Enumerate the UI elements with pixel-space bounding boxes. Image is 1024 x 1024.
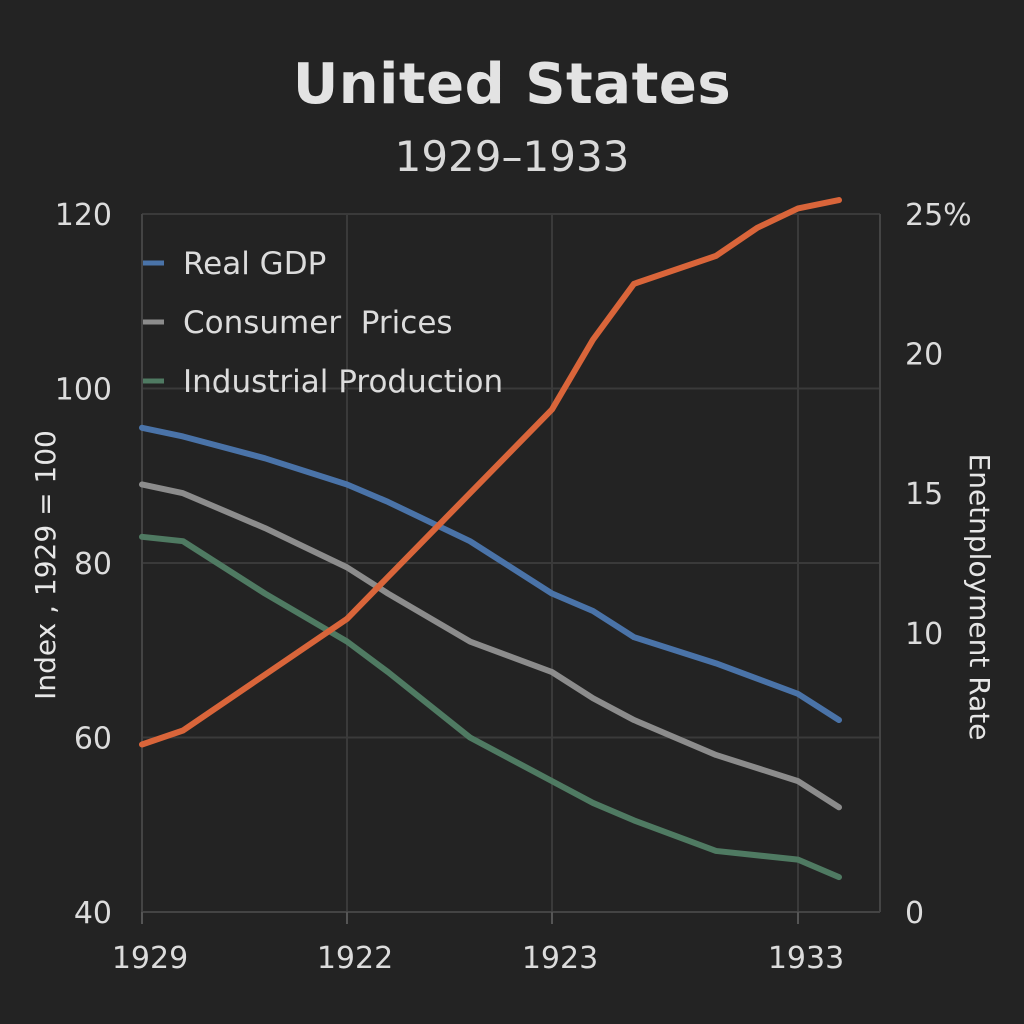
y-left-tick-label: 100 [55, 373, 112, 408]
legend-label: Real GDP [183, 246, 326, 282]
x-tick-label: 1922 [317, 941, 393, 976]
x-tick-label: 1933 [768, 941, 844, 976]
chart-title: United States [292, 52, 732, 117]
legend-label: Industrial Production [183, 364, 503, 400]
y-right-tick-label: 10 [905, 617, 943, 652]
series-line-real-gdp [139, 424, 842, 724]
legend: Real GDP Consumer Prices Industrial Produc… [143, 246, 503, 400]
series-lines [139, 197, 842, 881]
y-left-tick-label: 80 [74, 547, 112, 582]
y-right-tick-label: 20 [905, 338, 943, 373]
axes: 40 60 80 100 120 0 10 15 20 25% 1929 1922 1923 1933 [55, 198, 972, 976]
y-axis-left-title: Index , 1929 = 100 [29, 430, 62, 700]
legend-label: Consumer Prices [183, 305, 453, 341]
y-left-tick-label: 60 [74, 722, 112, 757]
series-line-unemployment-rate [139, 197, 842, 748]
chart-subtitle: 1929–1933 [394, 132, 630, 181]
y-left-tick-label: 120 [55, 198, 112, 233]
grid [142, 213, 880, 913]
x-tick-label: 1923 [522, 941, 598, 976]
x-tick-label: 1929 [112, 941, 188, 976]
series-line-industrial-production [139, 533, 842, 881]
y-right-tick-label: 0 [905, 896, 924, 931]
y-axis-right-title: Enetnployment Rate [963, 454, 996, 741]
series-line-consumer-prices [139, 481, 842, 811]
y-right-tick-label: 25% [905, 198, 972, 233]
y-left-tick-label: 40 [74, 896, 112, 931]
y-right-tick-label: 15 [905, 477, 943, 512]
